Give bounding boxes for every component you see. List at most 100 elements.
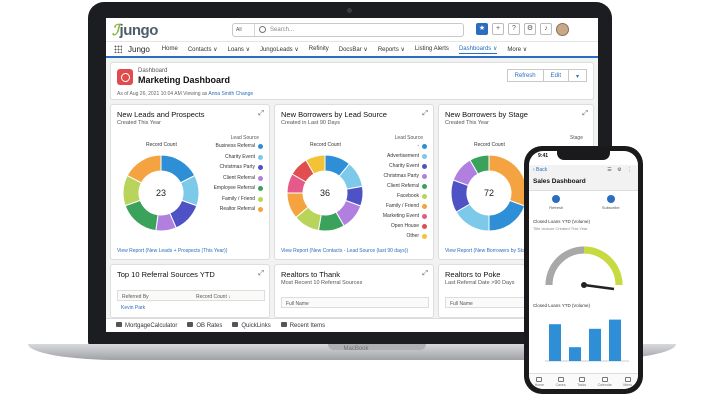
- column-header[interactable]: Full Name: [450, 301, 473, 307]
- legend-item[interactable]: Marketing Event: [382, 213, 419, 219]
- legend-swatch: [258, 186, 263, 191]
- search-scope-select[interactable]: All: [233, 24, 255, 36]
- more-actions-button[interactable]: ▾: [568, 69, 587, 82]
- legend-item[interactable]: Employee Referral: [213, 185, 255, 191]
- tab-cases[interactable]: Cases: [556, 376, 566, 387]
- utility-quicklinks[interactable]: QuickLinks: [232, 322, 271, 329]
- refresh-button[interactable]: Refresh: [506, 69, 544, 82]
- back-button[interactable]: ‹ Back: [533, 167, 548, 173]
- nav-item-home[interactable]: Home: [161, 46, 178, 52]
- edit-button[interactable]: Edit: [543, 69, 569, 82]
- utility-label: Recent Items: [289, 323, 326, 329]
- nav-item-more[interactable]: More ∨: [507, 46, 528, 53]
- utility-recent-items[interactable]: Recent Items: [280, 322, 326, 329]
- legend-item[interactable]: Family / Friend: [385, 203, 419, 209]
- phone-actions: Refresh Subscribe: [529, 193, 638, 215]
- legend-item[interactable]: Christmas Party: [383, 173, 419, 179]
- view-report-link[interactable]: View Report (New Borrowers by Stage: [445, 248, 531, 254]
- card-subtitle: Created in Last 90 Days: [281, 120, 341, 126]
- nav-bar: Jungo Home Contacts ∨ Loans ∨ JungoLeads…: [106, 42, 598, 58]
- search-icon: [259, 26, 266, 33]
- legend-title: Lead Source: [230, 135, 259, 141]
- tab-tasks[interactable]: Tasks: [577, 376, 586, 387]
- legend-item[interactable]: Open House: [390, 223, 419, 229]
- legend-title: Lead Source: [394, 135, 423, 141]
- legend-item[interactable]: Facebook: [397, 193, 419, 199]
- view-report-link[interactable]: View Report (New Contacts - Lead Source …: [281, 248, 409, 254]
- nav-item-loans[interactable]: Loans ∨: [227, 46, 250, 53]
- bar[interactable]: [589, 328, 601, 361]
- donut-slice[interactable]: [469, 154, 490, 175]
- utility-mortgage-calculator[interactable]: MortgageCalculator: [116, 322, 177, 329]
- calendar-icon: [601, 376, 608, 382]
- phone-header-icons[interactable]: ☰ ⚙ ⋮: [607, 167, 634, 173]
- expand-icon[interactable]: ⤢: [258, 110, 264, 117]
- search-input[interactable]: Search...: [270, 27, 295, 33]
- bar[interactable]: [549, 324, 561, 361]
- donut-slice[interactable]: [126, 154, 162, 184]
- column-header[interactable]: Full Name: [286, 301, 309, 307]
- utility-label: OB Rates: [196, 323, 223, 329]
- legend-item[interactable]: Client Referral: [223, 174, 255, 181]
- tab-home[interactable]: Home: [535, 376, 544, 387]
- nav-item-listing-alerts[interactable]: Listing Alerts: [414, 46, 449, 52]
- legend-item[interactable]: Family / Friend: [221, 195, 255, 202]
- legend-swatch: [422, 164, 427, 169]
- legend-item[interactable]: Business Referral: [215, 143, 255, 149]
- change-viewer-link[interactable]: Change: [235, 91, 254, 97]
- refresh-action[interactable]: Refresh: [543, 193, 569, 215]
- gauge-chart: [545, 246, 623, 291]
- donut-slice[interactable]: [488, 199, 526, 232]
- nav-item-reports[interactable]: Reports ∨: [377, 46, 405, 53]
- donut-slice[interactable]: [305, 154, 326, 175]
- global-search[interactable]: All Search...: [232, 23, 464, 37]
- legend-swatch: [258, 175, 263, 181]
- legend-item[interactable]: Charity Event: [224, 153, 255, 160]
- bar[interactable]: [609, 319, 621, 361]
- notifications-bell-icon[interactable]: ♪: [540, 23, 552, 35]
- card-realtors-thank: Realtors to Thank Most Recent 10 Referra…: [274, 264, 434, 318]
- nav-item-dashboards[interactable]: Dashboards ∨: [458, 45, 498, 54]
- expand-icon[interactable]: ⤢: [422, 270, 428, 277]
- expand-icon[interactable]: ⤢: [582, 110, 588, 117]
- donut-chart: 72: [450, 154, 528, 232]
- legend-item[interactable]: Advertisement: [387, 153, 419, 159]
- legend-item[interactable]: Charity Event: [388, 163, 419, 169]
- as-of-text: As of Aug 26, 2021 10:04 AM Viewing as: [117, 91, 208, 97]
- app-launcher-icon[interactable]: [114, 45, 122, 53]
- column-header[interactable]: Record Count ↓: [196, 294, 231, 300]
- legend-item[interactable]: Realtor Referral: [219, 206, 255, 212]
- legend-item[interactable]: Christmas Party: [219, 164, 255, 170]
- donut-slice[interactable]: [488, 154, 528, 207]
- legend-item[interactable]: -: [417, 143, 419, 149]
- nav-item-contacts[interactable]: Contacts ∨: [187, 46, 218, 53]
- macbook-label: MacBook: [343, 346, 369, 352]
- help-icon[interactable]: ?: [508, 23, 520, 35]
- add-icon[interactable]: +: [492, 23, 504, 35]
- bar[interactable]: [569, 347, 581, 361]
- nav-item-docsbar[interactable]: DocsBar ∨: [338, 46, 368, 53]
- legend-item[interactable]: Client Referral: [387, 183, 419, 189]
- nav-item-jungoleads[interactable]: JungoLeads ∨: [259, 46, 299, 53]
- view-report-link[interactable]: View Report (New Leads + Prospects (This…: [117, 248, 228, 254]
- page-title: Marketing Dashboard: [138, 75, 231, 85]
- table-row[interactable]: Kevin Park: [121, 305, 146, 311]
- favorites-star-icon[interactable]: ★: [476, 23, 488, 35]
- phone: 9:41 ‹ Back ☰ ⚙ ⋮ Sales Dashboard Refres…: [524, 146, 643, 394]
- legend-item[interactable]: Other: [406, 233, 419, 239]
- avatar[interactable]: [556, 23, 569, 36]
- column-header[interactable]: Referred By: [122, 294, 149, 300]
- expand-icon[interactable]: ⤢: [258, 270, 264, 277]
- nav-item-refinity[interactable]: Refinity: [308, 46, 329, 52]
- donut-slice[interactable]: [124, 199, 159, 232]
- utility-ob-rates[interactable]: OB Rates: [187, 322, 222, 329]
- legend-swatch: [422, 144, 427, 149]
- gauge-band: [545, 246, 585, 286]
- tab-menu[interactable]: Menu: [623, 376, 632, 387]
- tab-calendar[interactable]: Calendar: [598, 376, 612, 387]
- expand-icon[interactable]: ⤢: [422, 110, 428, 117]
- legend-title: Stage: [569, 135, 583, 141]
- subscribe-action[interactable]: Subscribe: [598, 193, 624, 215]
- setup-gear-icon[interactable]: ⚙: [524, 23, 536, 35]
- viewer-link[interactable]: Anna Smith: [208, 91, 235, 97]
